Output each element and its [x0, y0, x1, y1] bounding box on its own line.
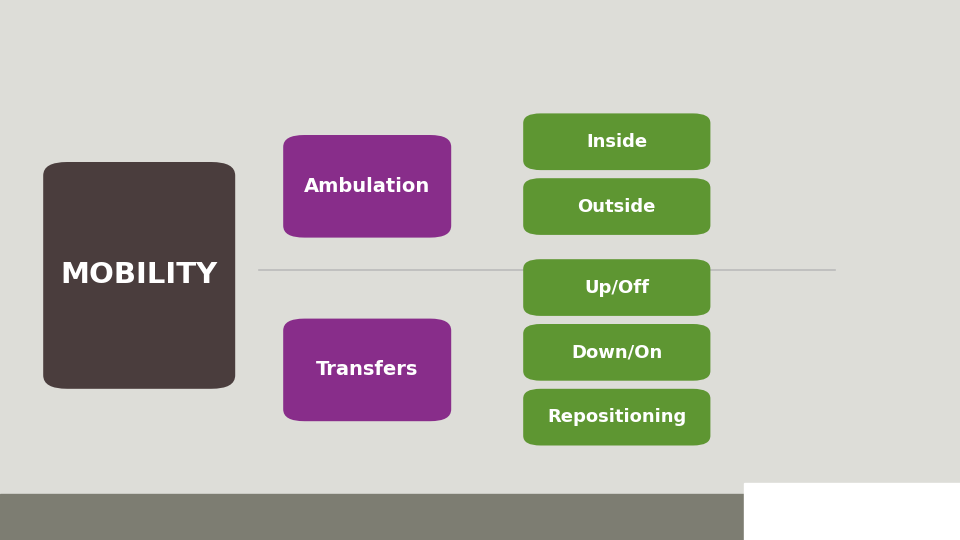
FancyBboxPatch shape — [523, 324, 710, 381]
Text: Down/On: Down/On — [571, 343, 662, 361]
FancyBboxPatch shape — [523, 389, 710, 446]
FancyBboxPatch shape — [523, 113, 710, 170]
Bar — [744, 483, 960, 540]
Text: Transfers: Transfers — [316, 360, 419, 380]
Bar — [0, 494, 960, 540]
Text: Ambulation: Ambulation — [304, 177, 430, 196]
Text: Repositioning: Repositioning — [547, 408, 686, 426]
FancyBboxPatch shape — [523, 178, 710, 235]
FancyBboxPatch shape — [43, 162, 235, 389]
FancyBboxPatch shape — [283, 135, 451, 238]
Text: MOBILITY: MOBILITY — [60, 261, 218, 289]
Text: Inside: Inside — [587, 133, 647, 151]
FancyBboxPatch shape — [523, 259, 710, 316]
FancyBboxPatch shape — [283, 319, 451, 421]
Text: Up/Off: Up/Off — [585, 279, 649, 296]
Text: Outside: Outside — [578, 198, 656, 215]
